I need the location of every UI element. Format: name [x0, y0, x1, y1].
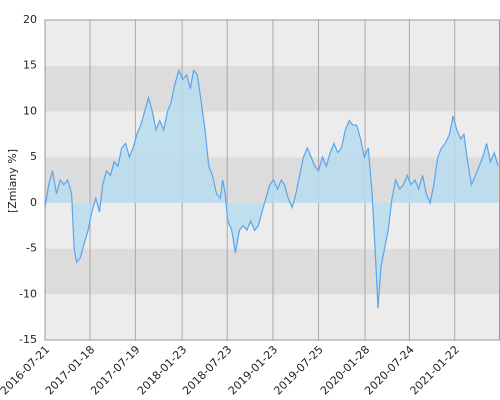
x-tick-label: 2021-01-22 [408, 343, 462, 397]
line [44, 68, 499, 309]
y-tick-label: 5 [30, 150, 37, 163]
y-tick-label: 20 [23, 13, 37, 26]
y-tick-label: -10 [19, 287, 37, 300]
y-tick-label: 15 [23, 59, 37, 72]
y-tick-label: -15 [19, 333, 37, 346]
y-tick-label: -5 [26, 242, 37, 255]
x-tick-label: 2017-07-19 [88, 343, 142, 397]
area [45, 70, 498, 308]
y-tick-label: 10 [23, 104, 37, 117]
y-axis-label: [Zmiany %] [6, 149, 19, 213]
y-tick-label: 0 [30, 196, 37, 209]
